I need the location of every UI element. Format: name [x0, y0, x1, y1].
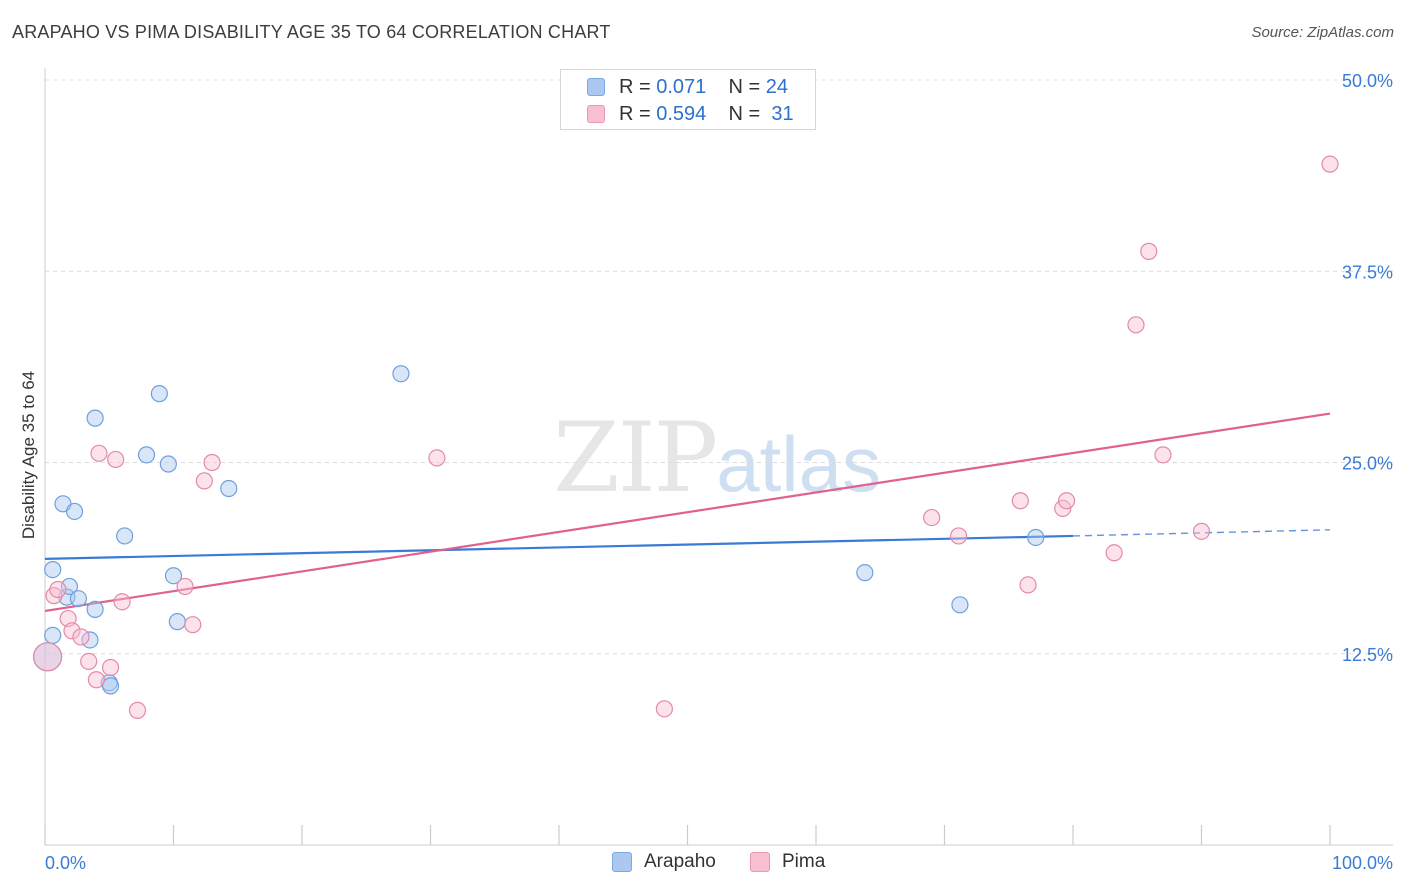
arapaho-point: [1027, 528, 1045, 547]
pima-legend-label: Pima: [782, 851, 826, 872]
gridlines: [45, 79, 1393, 655]
pima-point: [950, 527, 968, 545]
pima-point: [1127, 316, 1145, 334]
arapaho-point: [86, 409, 104, 427]
pima-swatch: [587, 105, 605, 123]
pima-point: [72, 628, 90, 646]
y-tick-label: 12.5%: [1342, 645, 1393, 665]
watermark-atlas: atlas: [716, 420, 881, 508]
n-value-arapaho: 24: [765, 75, 789, 98]
x-tick-label: 0.0%: [45, 853, 86, 873]
pima-point: [90, 444, 108, 462]
pima-point: [49, 580, 67, 599]
correlation-legend: R = 0.071 N = 24 R = 0.594 N = 31: [560, 69, 816, 130]
arapaho-point: [159, 455, 177, 473]
y-tick-label: 50.0%: [1342, 71, 1393, 91]
arapaho-point: [81, 631, 99, 649]
arapaho-point: [116, 527, 134, 545]
arapaho-trend-line: [44, 534, 1074, 560]
arapaho-point: [65, 502, 84, 521]
pima-point: [195, 472, 213, 490]
pima-point: [80, 652, 98, 671]
pima-point: [655, 700, 673, 718]
n-label: N =: [728, 102, 761, 125]
pima-point: [1140, 242, 1158, 260]
pima-point: [184, 616, 202, 634]
y-tick-label: 37.5%: [1342, 262, 1393, 282]
trend-lines: [44, 412, 1331, 612]
pima-point: [923, 508, 941, 527]
pima-point: [113, 593, 131, 611]
arapaho-point: [101, 677, 120, 695]
y-tick-label: 25.0%: [1342, 454, 1393, 474]
pima-point: [107, 450, 125, 469]
pima-point: [428, 449, 446, 467]
pima-point: [32, 642, 63, 672]
arapaho-point: [69, 590, 88, 608]
chart-title: ARAPAHO VS PIMA DISABILITY AGE 35 TO 64 …: [12, 22, 611, 42]
pima-point: [63, 622, 81, 640]
arapaho-point: [951, 596, 969, 614]
arapaho-point: [392, 365, 410, 383]
pima-trend-line: [44, 412, 1331, 612]
pima-point: [128, 701, 147, 719]
pima-point: [1019, 576, 1037, 594]
pima-point: [1321, 155, 1339, 173]
legend-item-arapaho[interactable]: Arapaho: [612, 851, 716, 873]
n-value-pima: 31: [771, 102, 794, 125]
arapaho-point: [150, 385, 168, 403]
arapaho-legend-swatch: [612, 852, 632, 872]
arapaho-legend-label: Arapaho: [644, 851, 716, 872]
pima-point: [1192, 522, 1211, 540]
series-legend: Arapaho Pima: [0, 851, 1406, 877]
pima-point: [1154, 446, 1172, 464]
r-value-pima: 0.594: [656, 102, 707, 125]
pima-point: [203, 453, 221, 472]
r-value-arapaho: 0.071: [656, 75, 707, 98]
pima-point: [1057, 492, 1076, 510]
pima-legend-swatch: [750, 852, 770, 872]
arapaho-point: [137, 446, 156, 464]
legend-item-pima[interactable]: Pima: [750, 851, 825, 873]
arapaho-point: [44, 626, 62, 644]
arapaho-point: [86, 600, 104, 618]
pima-point: [176, 577, 194, 596]
legend-row-arapaho: R = 0.071 N = 24: [587, 75, 788, 99]
pima-point: [1011, 492, 1029, 510]
r-label: R =: [619, 75, 651, 98]
n-label: N =: [728, 75, 761, 98]
x-tick-label: 100.0%: [1332, 853, 1393, 873]
legend-row-pima: R = 0.594 N = 31: [587, 102, 794, 126]
axes: [44, 68, 1393, 846]
data-points: [32, 155, 1339, 719]
arapaho-point: [44, 560, 62, 579]
pima-point: [101, 658, 120, 677]
arapaho-point: [168, 613, 186, 631]
arapaho-point: [856, 564, 874, 582]
pima-point: [87, 671, 106, 689]
watermark: ZIPatlas: [553, 402, 881, 514]
source-credit: Source: ZipAtlas.com: [1251, 24, 1394, 41]
tick-labels: 12.5% 25.0% 37.5% 50.0% 0.0% 100.0%: [45, 71, 1393, 873]
pima-point: [1105, 544, 1123, 562]
arapaho-point: [220, 479, 238, 498]
arapaho-trend-extension: [1072, 529, 1331, 537]
r-label: R =: [619, 102, 651, 125]
arapaho-point: [164, 567, 183, 585]
watermark-zip: ZIP: [553, 402, 718, 514]
y-axis-label: Disability Age 35 to 64: [19, 371, 38, 539]
arapaho-swatch: [587, 78, 605, 96]
